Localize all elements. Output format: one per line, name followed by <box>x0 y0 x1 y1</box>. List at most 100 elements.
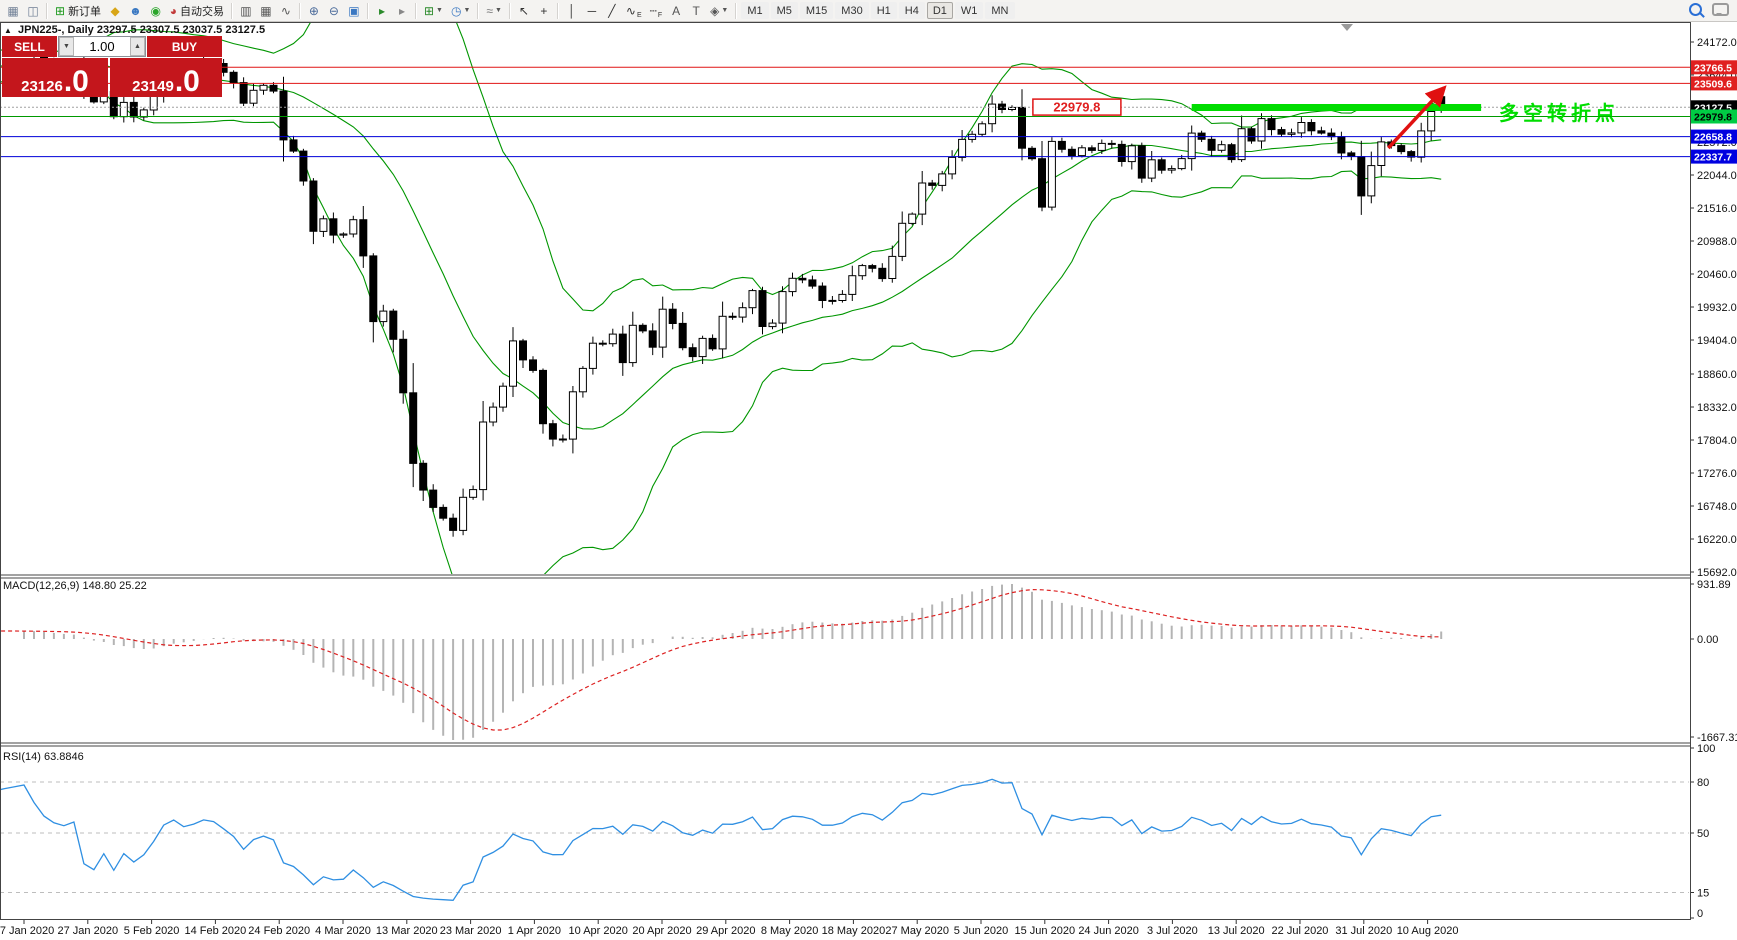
y-axis-label: 16220.0 <box>1697 534 1737 546</box>
indicators-button[interactable]: ⊞ ▼ <box>421 2 446 20</box>
x-axis-label: 24 Feb 2020 <box>248 925 310 937</box>
timeframe-m1[interactable]: M1 <box>741 2 769 19</box>
equidistant-channel-button[interactable]: ∿ E <box>623 2 645 20</box>
timeframe-mn[interactable]: MN <box>985 2 1015 19</box>
candlestick-chart-icon: ▦ <box>260 3 272 18</box>
chat-icon[interactable] <box>1712 3 1729 16</box>
candle <box>1277 129 1286 135</box>
candle <box>1367 165 1376 197</box>
price-badge-text: 22337.7 <box>1694 152 1732 164</box>
volume-decrease-button[interactable]: ▼ <box>59 37 74 56</box>
price-badge-text: 22979.8 <box>1694 112 1732 124</box>
periods-button[interactable]: ◷ ▼ <box>448 2 473 20</box>
profile-button[interactable]: ☻ <box>126 2 145 20</box>
y-axis-label: 19932.0 <box>1697 302 1737 314</box>
sell-button[interactable]: SELL <box>2 36 57 57</box>
x-axis-label: 5 Feb 2020 <box>124 925 180 937</box>
data-window-button[interactable]: ◫ <box>24 2 42 20</box>
candle <box>708 337 717 350</box>
autotrade-button[interactable]: ◕ 自动交易 <box>167 2 227 20</box>
x-axis-label: 8 May 2020 <box>761 925 818 937</box>
candle <box>269 84 278 92</box>
timeframe-m5[interactable]: M5 <box>770 2 798 19</box>
candle <box>1047 140 1056 208</box>
zoom-in-button[interactable]: ⊕ <box>305 2 323 20</box>
x-axis-label: 14 Feb 2020 <box>185 925 247 937</box>
timeframe-h4[interactable]: H4 <box>898 2 925 19</box>
macd-values: 148.80 25.22 <box>82 580 147 592</box>
price-chart-svg[interactable]: 22979.8多空转折点24172.023644.022572.022044.0… <box>0 22 1737 940</box>
new-order-button[interactable]: ⊞ 新订单 <box>52 2 104 20</box>
candle <box>958 138 967 158</box>
x-axis-label: 18 May 2020 <box>822 925 886 937</box>
x-axis-label: 5 Jun 2020 <box>954 925 1008 937</box>
tile-windows-button[interactable]: ▣ <box>345 2 363 20</box>
buy-button[interactable]: BUY <box>147 36 222 57</box>
search-icon[interactable] <box>1689 3 1702 16</box>
timeframe-w1[interactable]: W1 <box>954 2 984 19</box>
volume-increase-button[interactable]: ▲ <box>130 37 145 56</box>
timeframe-h1[interactable]: H1 <box>870 2 897 19</box>
candlestick-chart-button[interactable]: ▦ <box>257 2 275 20</box>
trendline-button[interactable]: ╱ <box>603 2 621 20</box>
buy-price[interactable]: 23149 .0 <box>110 58 222 97</box>
line-chart-button[interactable]: ∿ <box>277 2 295 20</box>
candle <box>938 173 947 186</box>
styles-button[interactable]: ◆ <box>106 2 124 20</box>
horizontal-line-button[interactable]: ─ <box>583 2 601 20</box>
bollinger-middle <box>1 59 1442 430</box>
timeframe-d1[interactable]: D1 <box>926 2 953 19</box>
zoom-in-icon: ⊕ <box>308 3 319 18</box>
volume-input[interactable]: 1.00 <box>89 39 115 54</box>
price-badge <box>1691 129 1737 144</box>
chart-canvas[interactable]: ▲ JPN225-, Daily 23297.5 23307.5 23037.5… <box>0 22 1737 940</box>
horizontal-line-icon: ─ <box>587 3 597 18</box>
candle <box>798 277 807 281</box>
chart-shift-marker[interactable] <box>1341 24 1353 31</box>
vertical-line-button[interactable]: │ <box>563 2 581 20</box>
trend-arrow[interactable] <box>1387 85 1447 150</box>
macd-layer <box>1 584 1443 740</box>
chevron-down-icon: ▼ <box>436 7 443 14</box>
candle <box>1417 130 1426 158</box>
chart-window-button[interactable]: ▦ <box>4 2 22 20</box>
candle <box>1157 159 1166 171</box>
zoom-out-icon: ⊖ <box>328 3 339 18</box>
shapes-button[interactable]: ◈ ▼ <box>707 2 731 20</box>
tile-windows-icon: ▣ <box>348 3 360 18</box>
fibonacci-button[interactable]: ┄ F <box>647 2 666 20</box>
bar-chart-button[interactable]: ▥ <box>237 2 255 20</box>
candle <box>1028 147 1036 160</box>
toolbar-separator <box>508 2 511 19</box>
candle <box>948 156 957 175</box>
collapse-icon[interactable]: ▲ <box>4 26 12 35</box>
candle <box>638 324 647 332</box>
crosshair-button[interactable]: + <box>535 2 553 20</box>
candle <box>349 219 358 235</box>
price-flag-box[interactable] <box>1032 98 1122 116</box>
candle <box>718 315 727 350</box>
candle <box>628 324 637 364</box>
signals-button[interactable]: ◉ <box>147 2 165 20</box>
signals-icon: ◉ <box>150 3 161 18</box>
candle <box>299 150 308 182</box>
candle <box>359 219 368 257</box>
cursor-button[interactable]: ↖ <box>515 2 533 20</box>
auto-scroll-button[interactable]: ▸ <box>373 2 391 20</box>
sell-price[interactable]: 23126 .0 <box>2 58 108 97</box>
y-axis-label: 16748.0 <box>1697 501 1737 513</box>
zoom-out-button[interactable]: ⊖ <box>325 2 343 20</box>
price-badge <box>1691 149 1737 164</box>
candles-layer <box>20 46 1446 537</box>
trendline-icon: ╱ <box>608 3 616 18</box>
text-button[interactable]: A <box>667 2 685 20</box>
rsi-layer <box>1 778 1689 901</box>
timeframe-m30[interactable]: M30 <box>835 2 869 19</box>
styles-icon: ◆ <box>110 3 120 18</box>
candle <box>449 517 458 531</box>
chart-shift-button[interactable]: ▸ <box>393 2 411 20</box>
timeframe-m15[interactable]: M15 <box>799 2 834 19</box>
y-axis-label: 24172.0 <box>1697 37 1737 49</box>
templates-button[interactable]: ≈ ▼ <box>483 2 505 20</box>
text-label-button[interactable]: T <box>687 2 705 20</box>
